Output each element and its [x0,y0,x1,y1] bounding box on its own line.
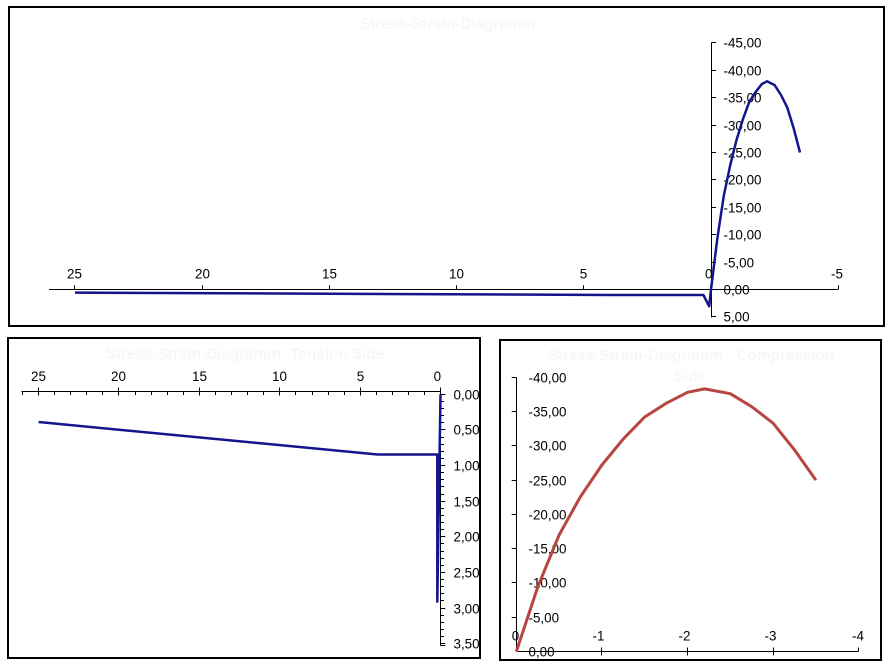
svg-text:-45,00: -45,00 [724,35,762,50]
svg-text:5: 5 [357,369,364,384]
svg-text:5,00: 5,00 [724,309,750,324]
svg-text:Stress-Strain-Diagramm: Stress-Strain-Diagramm [360,16,535,33]
svg-text:-20,00: -20,00 [529,507,567,522]
svg-text:0,00: 0,00 [454,387,480,402]
svg-text:20: 20 [111,369,126,384]
svg-text:-5,00: -5,00 [529,610,560,625]
svg-text:20: 20 [195,266,210,281]
svg-text:1,50: 1,50 [454,494,480,509]
svg-text:0: 0 [434,369,441,384]
svg-text:10: 10 [449,266,464,281]
svg-text:-40,00: -40,00 [529,370,567,385]
svg-text:-1: -1 [593,629,605,644]
svg-text:-35,00: -35,00 [529,404,567,419]
svg-text:-5,00: -5,00 [724,255,755,270]
svg-text:-10,00: -10,00 [724,227,762,242]
svg-text:10: 10 [272,369,287,384]
svg-text:-5: -5 [831,266,843,281]
svg-text:5: 5 [580,266,587,281]
svg-text:-25,00: -25,00 [724,145,762,160]
svg-text:15: 15 [322,266,337,281]
svg-text:Side: Side [674,369,706,386]
svg-text:2,00: 2,00 [454,529,480,544]
svg-text:2,50: 2,50 [454,565,480,580]
svg-text:-25,00: -25,00 [529,473,567,488]
svg-text:-40,00: -40,00 [724,63,762,78]
svg-text:3,00: 3,00 [454,601,480,616]
svg-text:Stress-Strain-Diagramm - Compr: Stress-Strain-Diagramm - Compression [548,348,834,365]
svg-text:-30,00: -30,00 [529,438,567,453]
svg-text:-2: -2 [679,629,691,644]
svg-text:Stress-Strain-Diagramm -Tensio: Stress-Strain-Diagramm -Tension Side [106,346,385,363]
svg-text:-30,00: -30,00 [724,118,762,133]
svg-text:0,50: 0,50 [454,422,480,437]
svg-text:0: 0 [512,629,519,644]
svg-text:-10,00: -10,00 [529,575,567,590]
svg-text:-3: -3 [765,629,777,644]
svg-text:-15,00: -15,00 [529,541,567,556]
svg-text:1,00: 1,00 [454,458,480,473]
svg-text:-4: -4 [852,629,864,644]
svg-text:0: 0 [705,266,712,281]
svg-text:25: 25 [31,369,46,384]
svg-text:-35,00: -35,00 [724,90,762,105]
svg-text:0,00: 0,00 [724,282,750,297]
svg-text:-15,00: -15,00 [724,200,762,215]
svg-text:25: 25 [67,266,82,281]
svg-text:-20,00: -20,00 [724,172,762,187]
svg-text:3,50: 3,50 [454,636,480,651]
svg-text:15: 15 [192,369,207,384]
